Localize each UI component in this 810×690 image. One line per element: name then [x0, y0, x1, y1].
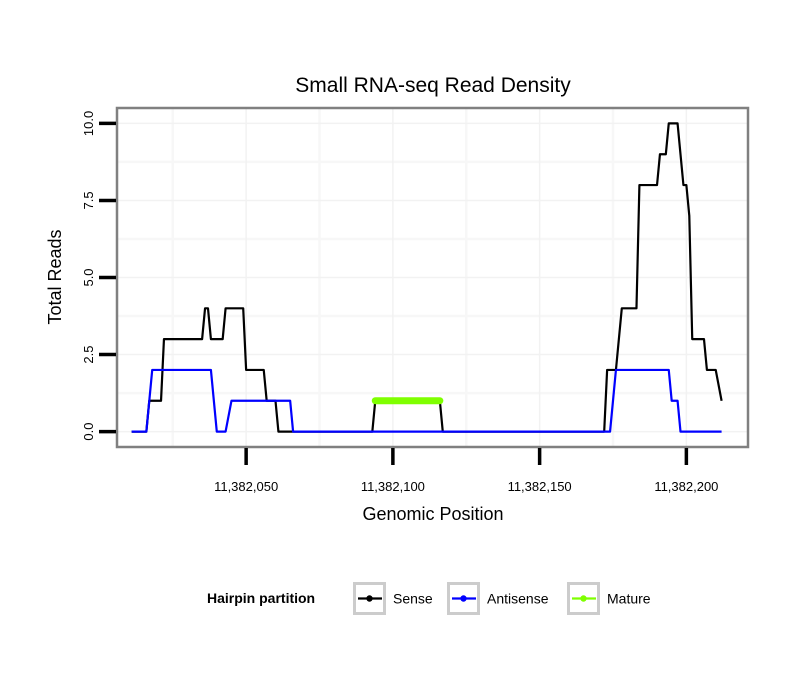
legend-key-point	[366, 595, 373, 602]
legend-label: Sense	[393, 591, 433, 607]
x-axis-title: Genomic Position	[362, 504, 503, 524]
legend-label: Mature	[607, 591, 651, 607]
y-axis-title: Total Reads	[45, 229, 65, 324]
x-tick-label: 11,382,050	[214, 479, 278, 494]
y-tick-label: 5.0	[81, 268, 96, 286]
legend: Hairpin partition Sense Antisense Mature	[207, 582, 651, 615]
x-tick-label: 11,382,150	[508, 479, 572, 494]
y-tick-label: 0.0	[81, 423, 96, 441]
series-layer	[131, 122, 723, 433]
legend-key-point	[580, 595, 587, 602]
gridlines	[117, 108, 748, 447]
legend-entry-sense: Sense	[353, 582, 433, 615]
legend-label: Antisense	[487, 591, 549, 607]
series-line-antisense	[131, 368, 722, 433]
plot-panel-border	[115, 106, 750, 449]
legend-entry-antisense: Antisense	[447, 582, 549, 615]
x-tick-label: 11,382,100	[361, 479, 425, 494]
legend-entry-mature: Mature	[567, 582, 651, 615]
y-tick-label: 7.5	[81, 191, 96, 209]
chart-title: Small RNA-seq Read Density	[295, 74, 571, 97]
y-axis: 0.0 2.5 5.0 7.5 10.0	[81, 111, 116, 441]
x-axis: 11,382,050 11,382,100 11,382,150 11,382,200	[214, 448, 718, 494]
y-tick-label: 10.0	[81, 111, 96, 136]
series-line-sense	[131, 122, 723, 433]
y-tick-label: 2.5	[81, 346, 96, 364]
x-tick-label: 11,382,200	[654, 479, 718, 494]
legend-key-point	[460, 595, 467, 602]
legend-title: Hairpin partition	[207, 590, 315, 606]
